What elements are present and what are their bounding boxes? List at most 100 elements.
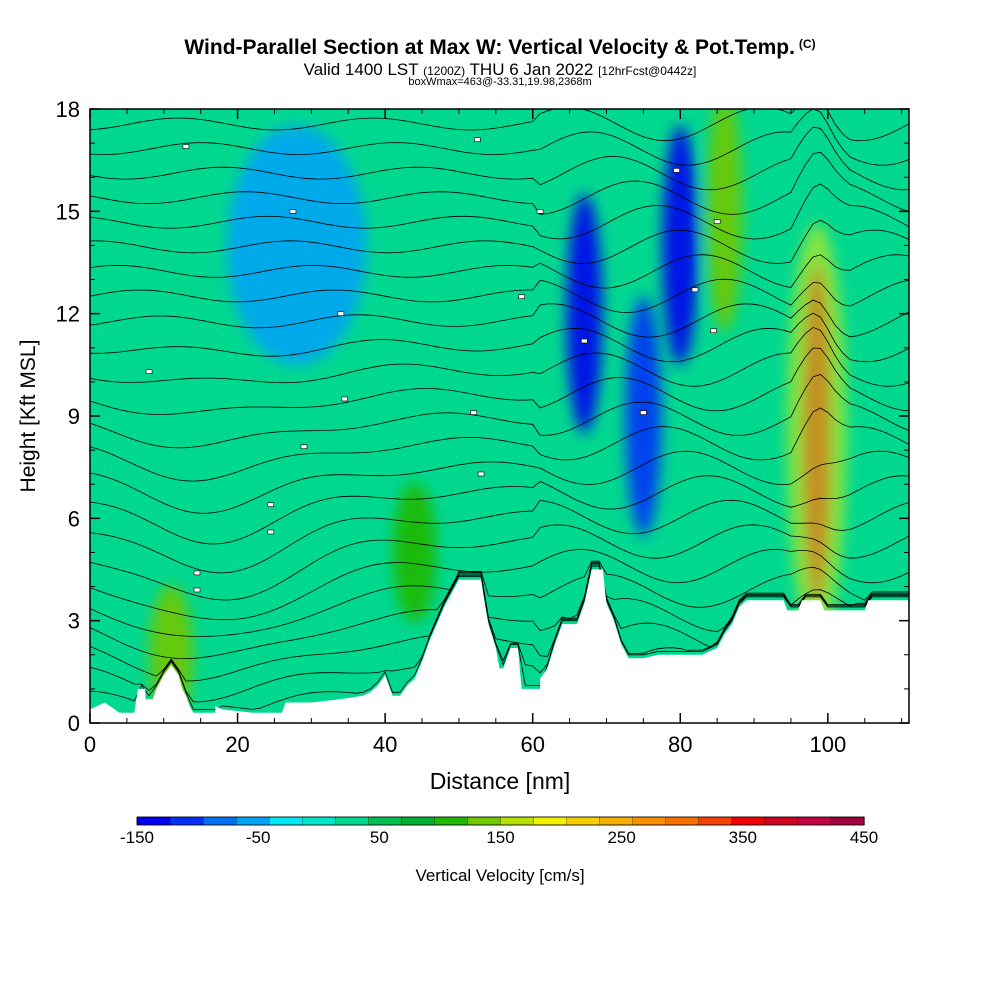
isentrope-label-mark: [474, 137, 481, 142]
isentrope-label-mark: [300, 444, 308, 450]
isentrope-label-mark: [193, 587, 201, 593]
isentrope-label-mark: [337, 311, 345, 316]
velocity-feature: [662, 125, 699, 366]
velocity-field: [149, 109, 847, 723]
colorbar-swatch: [830, 816, 865, 826]
isentrope-label-mark: [713, 219, 721, 224]
isentrope-label-mark: [518, 294, 525, 299]
colorbar-tick-label: 150: [486, 828, 514, 847]
isentrope-label-mark: [182, 144, 190, 149]
colorbar-swatch: [533, 816, 568, 826]
colorbar-swatch: [169, 816, 204, 826]
isentrope: [90, 407, 909, 482]
colorbar-swatch: [136, 816, 171, 826]
colorbar-frame: [136, 816, 865, 826]
isentrope-label-mark: [267, 529, 275, 535]
velocity-feature: [625, 296, 662, 536]
colorbar-swatch: [368, 816, 403, 826]
isentrope-label-mark: [289, 209, 297, 214]
velocity-feature: [566, 193, 603, 434]
isentrope-label-mark: [581, 338, 588, 344]
velocity-feature: [706, 109, 743, 332]
isentrope: [90, 109, 909, 142]
colorbar-swatch: [500, 816, 535, 826]
isentrope-label-mark: [267, 502, 275, 507]
x-tick-label: 40: [373, 732, 397, 757]
isentrope: [90, 563, 909, 682]
colorbar-swatch: [434, 816, 469, 826]
colorbar-swatch: [467, 816, 502, 826]
colorbar-swatch: [302, 816, 336, 826]
colorbar-tick-label: -50: [246, 828, 271, 847]
isentrope: [90, 183, 909, 240]
colorbar-swatch: [698, 816, 733, 826]
colorbar-tick-label: 250: [607, 828, 635, 847]
colorbar-swatch: [269, 816, 303, 826]
isentrope-label-mark: [145, 369, 153, 374]
x-tick-label: 0: [84, 732, 96, 757]
isentrope-label-mark: [477, 471, 485, 477]
colorbar-tick-label: -150: [120, 828, 154, 847]
colorbar-swatch: [401, 816, 436, 826]
isentrope: [90, 312, 909, 363]
y-tick-label: 3: [68, 609, 80, 634]
isentrope-label-mark: [691, 287, 699, 293]
isentrope-label-mark: [710, 328, 717, 334]
plot-area: [90, 109, 909, 723]
isentrope: [90, 278, 909, 314]
copyright-mark: (C): [798, 37, 816, 51]
colorbar-swatch: [235, 816, 270, 826]
velocity-feature: [226, 125, 367, 366]
velocity-feature: [392, 482, 437, 623]
x-axis-label: Distance [nm]: [430, 768, 571, 794]
colorbar-tick-label: 350: [729, 828, 757, 847]
terrain: [90, 569, 909, 723]
y-axis: 0 3 6 9 12 15 18: [56, 97, 909, 736]
colorbar-swatch: [599, 816, 634, 826]
colorbar-swatch: [665, 816, 700, 826]
isentrope: [90, 475, 909, 545]
isentrope: [90, 562, 909, 660]
isentrope: [90, 548, 909, 621]
chart-subtitle: Valid 1400 LST (1200Z) THU 6 Jan 2022 [1…: [303, 60, 697, 79]
isentrope: [90, 151, 909, 215]
colorbar-swatch: [632, 816, 667, 826]
y-tick-label: 9: [68, 404, 80, 429]
y-tick-label: 15: [56, 199, 80, 224]
isentrope: [90, 565, 909, 710]
colorbar-tick-label: 450: [850, 828, 878, 847]
isentrope: [90, 564, 909, 703]
y-tick-label: 0: [68, 711, 80, 736]
isentrope: [90, 254, 909, 289]
x-tick-label: 80: [668, 732, 692, 757]
isentrope-label-mark: [193, 570, 201, 576]
colorbar-swatch: [566, 816, 601, 826]
isentrope: [90, 219, 909, 264]
isentrope: [90, 299, 909, 338]
isentrope: [90, 560, 909, 637]
x-tick-label: 60: [520, 732, 544, 757]
isentrope-labels: [145, 137, 721, 593]
x-axis: 0 20 40 60 80 100: [84, 109, 903, 757]
isentrope-label-mark: [640, 410, 647, 415]
isentrope: [90, 126, 909, 191]
isentrope: [90, 347, 909, 415]
velocity-feature-halo: [786, 223, 847, 644]
isentrope: [90, 524, 909, 601]
colorbar: -150 -50 50 150 250 350 450: [120, 816, 878, 847]
y-axis-label: Height [Kft MSL]: [17, 340, 40, 493]
colorbar-swatch: [731, 816, 766, 826]
colorbar-tick-label: 50: [370, 828, 389, 847]
colorbar-swatch: [797, 816, 832, 826]
x-tick-label: 20: [225, 732, 249, 757]
isentrope: [90, 450, 909, 514]
isentrope: [90, 326, 909, 387]
isentrope-label-mark: [341, 396, 348, 402]
y-tick-label: 12: [56, 302, 80, 327]
isentrope-lines: [90, 109, 909, 710]
isentrope-label-mark: [536, 209, 544, 214]
y-tick-label: 6: [68, 506, 80, 531]
isentrope-label-mark: [673, 168, 680, 173]
colorbar-label: Vertical Velocity [cm/s]: [415, 866, 584, 885]
